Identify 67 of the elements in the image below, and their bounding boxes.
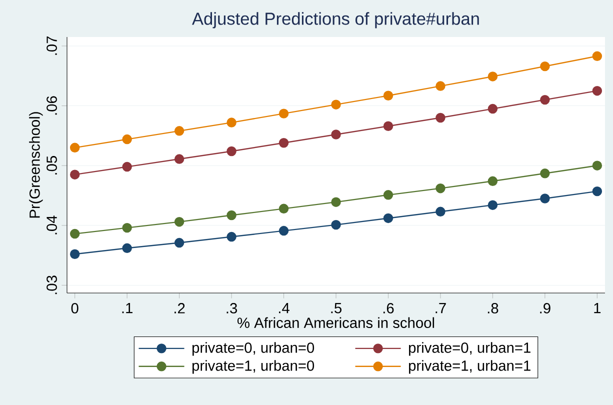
point <box>540 94 550 105</box>
y-tick-label: .07 <box>46 36 57 55</box>
point <box>122 222 132 233</box>
point <box>226 232 236 242</box>
point <box>226 146 236 156</box>
point <box>226 210 236 220</box>
x-tick-label: 0 <box>71 303 78 314</box>
legend-label: private=0, urban=1 <box>408 342 530 356</box>
point <box>488 200 498 210</box>
point <box>488 104 498 114</box>
point <box>174 238 184 248</box>
point <box>383 190 394 200</box>
point <box>174 126 184 136</box>
legend-label: private=1, urban=1 <box>408 360 530 374</box>
point <box>226 118 236 128</box>
x-tick-label: .5 <box>331 303 342 314</box>
x-axis-title: % African Americans in school <box>237 317 434 328</box>
x-tick-label: .9 <box>540 303 550 314</box>
x-tick-label: .8 <box>488 303 498 314</box>
point <box>331 197 341 207</box>
point <box>436 206 446 217</box>
point <box>331 100 341 110</box>
point <box>436 183 446 194</box>
point <box>278 108 289 118</box>
x-tick-label: .3 <box>226 303 238 314</box>
point <box>592 86 602 96</box>
y-tick-label: .06 <box>46 96 57 115</box>
y-axis-title: Pr(Greenschool) <box>29 112 43 218</box>
x-tick-label: .2 <box>174 303 185 314</box>
point <box>592 51 602 62</box>
point <box>122 243 132 254</box>
x-tick-label: 1 <box>594 303 601 314</box>
y-tick-label: .03 <box>46 276 57 294</box>
x-tick-label: .7 <box>436 303 446 314</box>
point <box>174 216 184 227</box>
x-tick-label: .6 <box>383 303 394 314</box>
point <box>436 81 446 91</box>
point <box>278 226 289 236</box>
point <box>592 160 602 170</box>
point <box>592 186 602 196</box>
legend-label: private=0, urban=0 <box>192 342 314 356</box>
point <box>122 134 132 144</box>
point <box>122 162 132 172</box>
x-tick-label: .4 <box>278 303 290 314</box>
point <box>488 176 498 186</box>
point <box>70 142 80 153</box>
point <box>540 61 550 72</box>
y-tick-label: .04 <box>46 216 57 234</box>
legend-label: private=1, urban=0 <box>192 360 314 374</box>
point <box>540 194 550 204</box>
point <box>331 130 341 140</box>
point <box>540 168 550 178</box>
point <box>174 154 184 164</box>
y-tick-label: .05 <box>46 156 57 174</box>
x-tick-label: .1 <box>122 303 132 314</box>
point <box>436 112 446 123</box>
point <box>70 249 80 259</box>
point <box>383 90 394 100</box>
point <box>278 138 289 148</box>
point <box>488 72 498 82</box>
point <box>383 213 394 224</box>
point <box>70 228 80 239</box>
point <box>70 170 80 180</box>
point <box>278 204 289 214</box>
point <box>383 121 394 131</box>
point <box>331 220 341 230</box>
chart-title: Adjusted Predictions of private#urban <box>192 12 479 28</box>
